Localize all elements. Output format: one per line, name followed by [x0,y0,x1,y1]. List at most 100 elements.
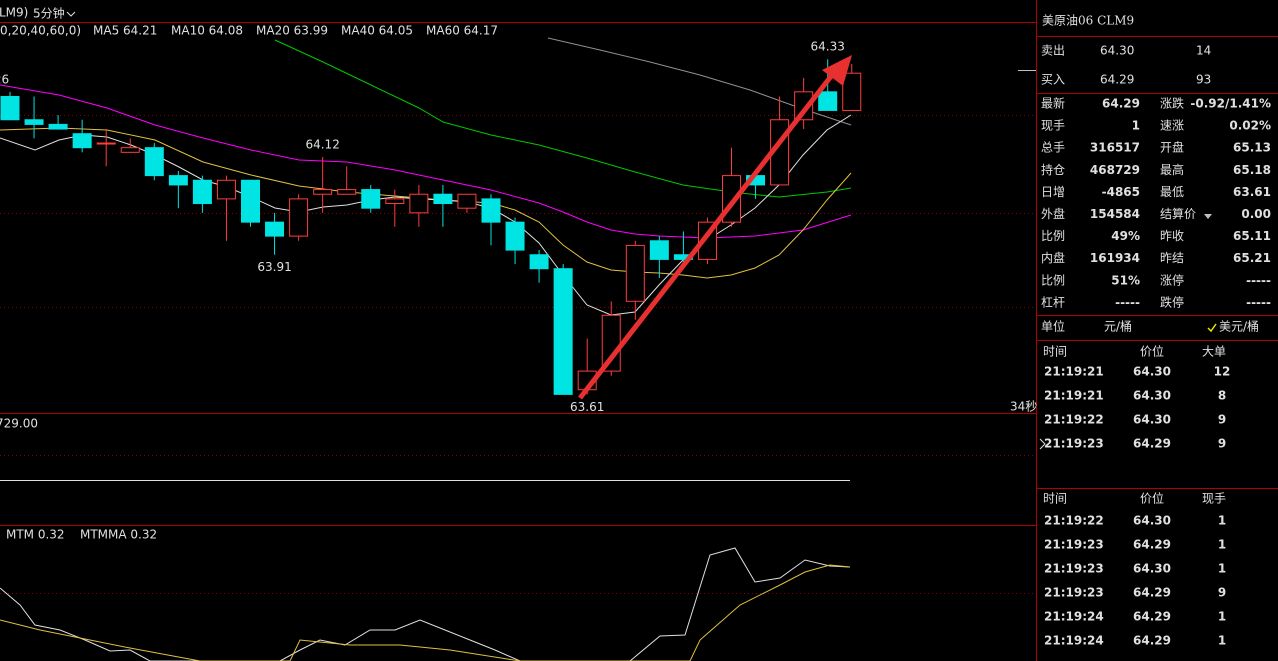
stat-value: 0.02% [1229,119,1271,133]
mtmma-line [0,564,851,661]
trade-time: 21:19:22 [1044,514,1104,528]
ma-legend: MA60 64.17 [426,24,498,38]
candle-body [481,198,501,223]
stat-value: ----- [1115,295,1140,309]
quote-title: 美原油06 CLM9 [1042,14,1134,28]
quote-side-label: 买入 [1041,73,1065,87]
stat-label: 涨跌 [1160,96,1184,111]
candle-body [216,179,236,200]
trade-price: 64.29 [1133,586,1171,600]
candle-body [794,91,814,121]
stat-value: -0.92/1.41% [1190,97,1271,111]
price-annotation: 63.91 [257,260,291,274]
candle-body [192,179,212,205]
stat-label: 现手 [1041,119,1065,133]
trade-price: 64.29 [1133,610,1171,624]
trade-volume: 1 [1218,538,1226,552]
table-header: 价位 [1140,491,1164,506]
candle-body [96,142,116,145]
ma10-line [0,127,852,279]
stat-label: 最低 [1160,185,1184,199]
trade-time: 21:19:21 [1044,365,1104,379]
stat-label: 结算价 [1160,206,1196,221]
candle-body [409,193,429,214]
candle-body [120,147,140,153]
stat-label: 跌停 [1160,294,1184,309]
stat-label: 日增 [1041,185,1065,199]
candle-body [265,221,285,237]
candle-body [72,133,92,149]
stat-label: 持仓 [1041,162,1065,177]
trade-time: 21:19:23 [1044,437,1104,451]
table-header: 价位 [1140,344,1164,359]
trade-time: 21:19:24 [1044,634,1104,648]
mtm-legend: MTM 0.32 [6,528,65,542]
stat-label: 昨结 [1160,251,1184,265]
volume-axis-label: 729.00 [0,417,38,431]
candle-body [168,175,188,186]
quote-side-volume: 93 [1196,73,1211,87]
trade-time: 21:19:24 [1044,610,1104,624]
unit-label: 单位 [1041,319,1065,334]
stat-value: 49% [1111,229,1140,243]
price-annotation: 64.26 [0,72,9,86]
stat-value: 65.11 [1233,229,1271,243]
trade-price: 64.30 [1133,562,1171,576]
stat-value: 63.61 [1233,185,1271,199]
candle-body [24,119,44,125]
price-annotation: 64.12 [305,137,339,151]
stat-label: 比例 [1041,229,1065,243]
stat-value: 51% [1111,273,1140,287]
stat-label: 最新 [1041,96,1065,111]
stat-label: 杠杆 [1041,294,1065,309]
stat-value: 161934 [1090,251,1140,265]
trade-volume: 12 [1214,365,1231,379]
candle-body [385,198,405,205]
stat-value: 65.13 [1233,141,1271,155]
stat-value: 154584 [1090,207,1140,221]
trade-volume: 8 [1218,389,1226,403]
unit-option[interactable]: 美元/桶 [1219,319,1259,334]
stat-value: -4865 [1102,185,1140,199]
table-header: 大单 [1202,345,1226,359]
quote-side-price: 64.30 [1100,44,1134,58]
quote-side-price: 64.29 [1100,73,1134,87]
period-selector[interactable]: 5分钟 [33,6,65,21]
period-caret[interactable] [66,11,76,17]
ma-legend: MA10 64.08 [171,24,243,38]
candle-body [818,91,838,111]
stat-value: 64.29 [1102,97,1140,111]
stat-label: 外盘 [1041,206,1065,221]
dropdown-caret[interactable] [1204,214,1212,219]
table-header: 现手 [1202,492,1226,506]
stat-label: 开盘 [1160,140,1184,155]
trade-volume: 9 [1218,413,1226,427]
stat-label: 比例 [1041,273,1065,287]
candle-body [553,268,573,395]
cursor-marker [1039,438,1046,450]
quote-side-volume: 14 [1196,44,1211,58]
indicator-params: 0,20,40,60,0) [0,24,81,38]
candle-body [649,240,669,260]
quote-side-label: 卖出 [1041,44,1065,58]
table-header: 时间 [1043,492,1067,506]
candle-body [313,189,333,195]
stat-label: 涨停 [1160,272,1184,287]
mtm-line [0,547,851,661]
stat-value: 0.00 [1241,207,1271,221]
countdown: 34秒 [1010,400,1037,414]
ma-legend: MA20 63.99 [256,24,328,38]
mtm-legend: MTMMA 0.32 [80,528,157,542]
candle-body [337,189,357,195]
trade-price: 64.30 [1133,514,1171,528]
trade-volume: 1 [1218,634,1226,648]
trade-price: 64.30 [1133,365,1171,379]
candle-body [361,189,381,209]
trade-price: 64.29 [1133,437,1171,451]
candle-body [289,198,309,237]
price-annotation: 64.33 [811,40,845,54]
stat-value: 316517 [1090,141,1140,155]
trade-time: 21:19:23 [1044,538,1104,552]
ma20-line [0,84,852,239]
